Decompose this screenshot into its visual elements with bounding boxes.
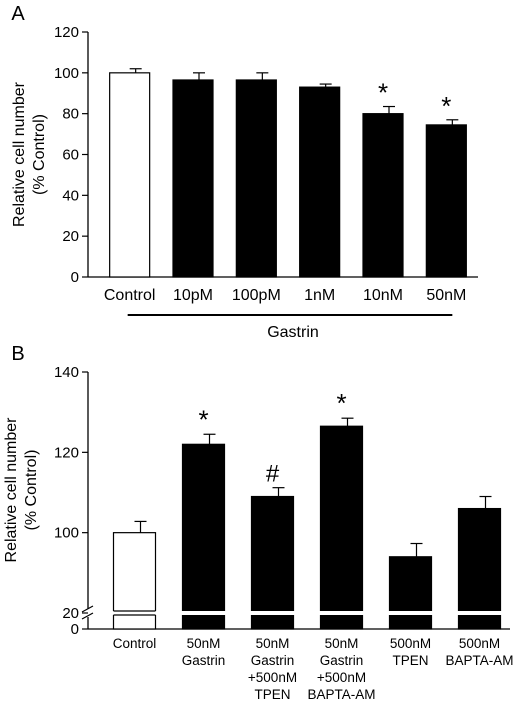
- y-tick-label-a: 0: [71, 269, 79, 286]
- group-label-gastrin: Gastrin: [267, 324, 319, 341]
- bar-break-gap: [250, 611, 295, 615]
- significance-mark-a: *: [378, 78, 388, 108]
- axis-break-mark: [81, 612, 94, 620]
- significance-mark-b: *: [198, 404, 208, 434]
- y-axis-label-b: Relative cell number: [3, 417, 20, 563]
- bar-b-4: [388, 556, 433, 630]
- bar-a-100pM: [235, 79, 277, 278]
- y-tick-label-a: 60: [62, 147, 79, 164]
- bar-a-Control: [109, 72, 151, 278]
- bar-break-gap: [181, 611, 226, 615]
- y-tick-label-b: 20: [62, 605, 79, 622]
- x-tick-label-a: 50nM: [426, 287, 466, 304]
- y-tick-label-a: 80: [62, 106, 79, 123]
- bar-break-gap: [112, 611, 157, 615]
- y-tick-label-a: 120: [54, 24, 79, 41]
- significance-mark-b: *: [336, 388, 346, 418]
- x-tick-label-b: +500nM: [317, 670, 366, 685]
- bar-break-gap: [457, 611, 502, 615]
- bar-a-10pM: [172, 79, 214, 278]
- significance-mark-a: *: [441, 91, 451, 121]
- x-tick-label-b: Gastrin: [251, 653, 295, 668]
- x-tick-label-b: 50nM: [325, 636, 359, 651]
- bar-b-5: [457, 507, 502, 630]
- x-tick-label-a: 10pM: [173, 287, 213, 304]
- x-tick-label-a: 100pM: [232, 287, 281, 304]
- x-tick-label-b: Gastrin: [320, 653, 364, 668]
- x-tick-label-b: 50nM: [256, 636, 290, 651]
- x-tick-label-b: BAPTA-AM: [307, 687, 375, 702]
- bar-a-1nM: [299, 86, 341, 278]
- x-tick-label-b: 500nM: [459, 636, 500, 651]
- x-tick-label-a: 10nM: [363, 287, 403, 304]
- y-tick-label-b: 0: [71, 621, 79, 638]
- axis-break-mark: [81, 605, 94, 613]
- y-tick-label-b: 120: [54, 444, 79, 461]
- panel-label-a: A: [11, 3, 25, 25]
- x-tick-label-b: TPEN: [254, 687, 290, 702]
- y-tick-label-a: 20: [62, 228, 79, 245]
- x-tick-label-b: BAPTA-AM: [445, 653, 513, 668]
- bar-break-gap: [388, 611, 433, 615]
- significance-mark-b: #: [266, 461, 280, 488]
- y-tick-label-b: 140: [54, 364, 79, 381]
- x-tick-label-b: TPEN: [392, 653, 428, 668]
- bar-a-50nM: [425, 124, 467, 278]
- y-tick-label-a: 40: [62, 187, 79, 204]
- bar-a-10nM: [362, 113, 404, 278]
- x-tick-label-b: 50nM: [187, 636, 221, 651]
- y-axis-label-a: Relative cell number: [11, 81, 28, 227]
- y-axis-label-a-unit: (% Control): [31, 114, 48, 195]
- x-tick-label-b: +500nM: [248, 670, 297, 685]
- y-tick-label-a: 100: [54, 65, 79, 82]
- bar-b-2: [250, 495, 295, 630]
- x-tick-label-b: Control: [113, 636, 157, 651]
- panel-label-b: B: [11, 343, 24, 365]
- y-tick-label-b: 100: [54, 525, 79, 542]
- x-tick-label-a: 1nM: [304, 287, 335, 304]
- bar-b-3: [319, 425, 364, 630]
- y-axis-label-b-unit: (% Control): [23, 450, 40, 531]
- x-tick-label-a: Control: [104, 287, 156, 304]
- x-tick-label-b: Gastrin: [182, 653, 226, 668]
- x-tick-label-b: 500nM: [390, 636, 431, 651]
- bar-break-gap: [319, 611, 364, 615]
- bar-b-1: [181, 443, 226, 630]
